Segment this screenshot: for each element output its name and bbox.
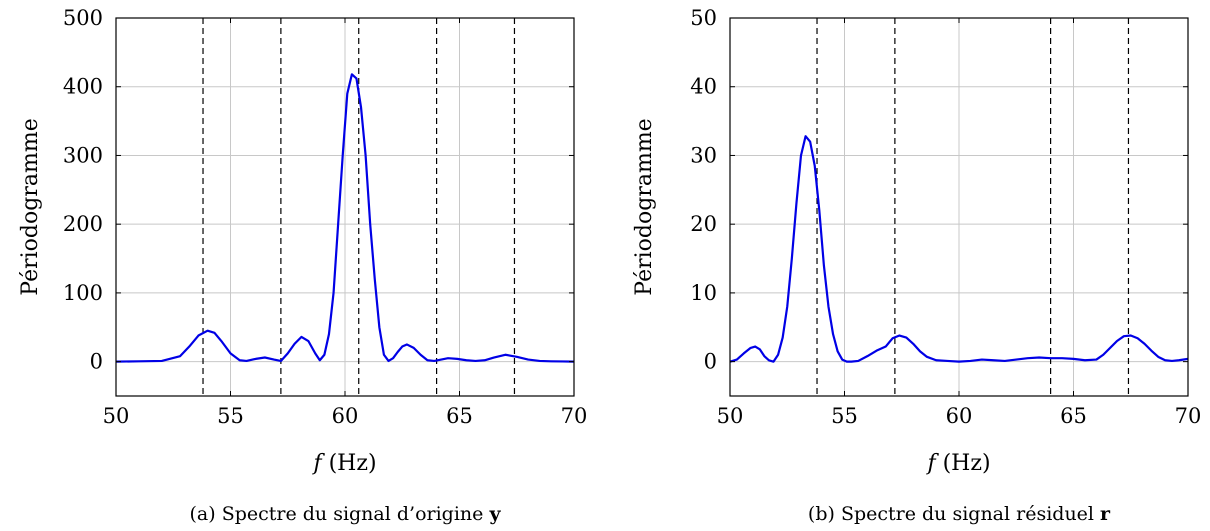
y-tick-label: 50 [690, 6, 717, 30]
y-tick-label: 100 [63, 281, 103, 305]
x-tick-label: 50 [717, 404, 744, 428]
y-tick-label: 400 [63, 75, 103, 99]
x-axis-label: f (Hz) [925, 451, 990, 476]
x-tick-label: 55 [831, 404, 858, 428]
x-tick-label: 60 [946, 404, 973, 428]
x-tick-label: 55 [217, 404, 244, 428]
y-tick-label: 40 [690, 75, 717, 99]
x-tick-label: 60 [332, 404, 359, 428]
y-tick-label: 500 [63, 6, 103, 30]
x-tick-label: 50 [103, 404, 130, 428]
y-tick-label: 200 [63, 212, 103, 236]
y-axis-label: Périodogramme [18, 118, 43, 295]
x-tick-label: 65 [446, 404, 473, 428]
figure-caption: (b) Spectre du signal résiduel r [808, 503, 1111, 525]
x-tick-label: 70 [1175, 404, 1202, 428]
y-tick-label: 30 [690, 143, 717, 167]
y-tick-label: 0 [90, 350, 103, 374]
chart-panel-b: 50 55 60 65 70 0 10 20 30 40 50 Périodogramme f (Hz)… [632, 6, 1201, 525]
chart-panel-a: 50 55 60 65 70 0 100 200 300 400 500 Périodogramme f… [18, 6, 587, 525]
y-tick-label: 10 [690, 281, 717, 305]
x-axis-label: f (Hz) [311, 451, 376, 476]
y-tick-label: 0 [704, 350, 717, 374]
x-tick-label: 65 [1060, 404, 1087, 428]
y-axis-label: Périodogramme [632, 118, 657, 295]
x-tick-label: 70 [561, 404, 588, 428]
y-tick-label: 20 [690, 212, 717, 236]
figure-caption: (a) Spectre du signal d’origine y [190, 503, 502, 525]
series-line [729, 135, 1189, 363]
y-tick-label: 300 [63, 143, 103, 167]
series-line [115, 73, 575, 363]
